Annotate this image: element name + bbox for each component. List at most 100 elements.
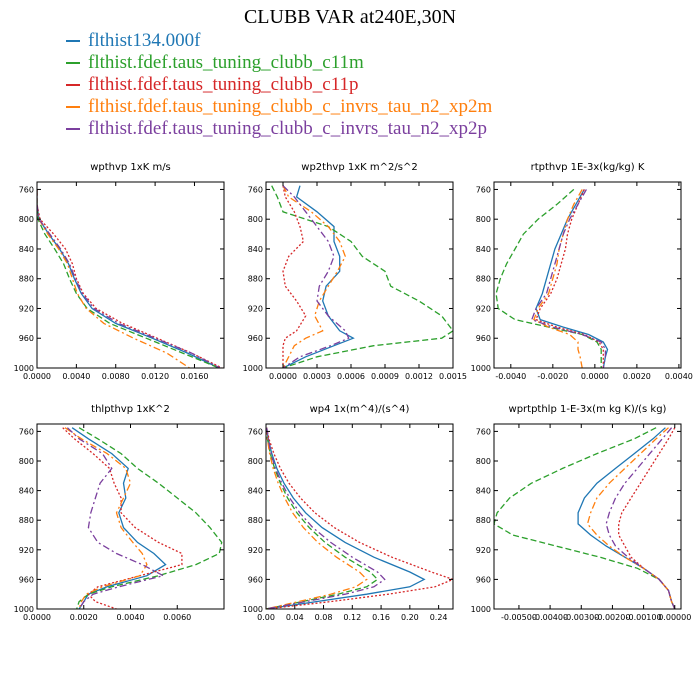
series-line — [266, 427, 426, 609]
series-line — [535, 189, 609, 368]
y-tick-label: 920 — [476, 546, 491, 555]
x-tick-label: 0.24 — [430, 613, 448, 622]
series-line — [76, 427, 223, 609]
figure-title: CLUBB VAR at240E,30N — [243, 6, 457, 28]
series-group — [266, 427, 453, 609]
x-tick-label: 0.0040 — [665, 372, 693, 381]
series-line — [37, 189, 190, 368]
y-tick-label: 880 — [248, 516, 263, 525]
y-tick-label: 960 — [19, 334, 34, 343]
panel-title: rtpthvp 1E-3x(kg/kg) K — [531, 162, 645, 173]
y-tick-label: 840 — [19, 245, 34, 254]
x-tick-label: 0.0160 — [180, 372, 208, 381]
series-line — [495, 188, 602, 368]
x-tick-label: 0.20 — [401, 613, 419, 622]
x-tick-label: 0.00 — [257, 613, 275, 622]
x-tick-label: 0.0020 — [623, 372, 651, 381]
x-tick-label: -0.0040 — [495, 372, 526, 381]
legend-item: flthist.fdef.taus_tuning_clubb_c_invrs_t… — [66, 118, 492, 140]
y-tick-label: 1000 — [243, 364, 263, 373]
chart-panel: wp4 1x(m^4)/(s^4) 0.00 0.04 0.08 0.12 0.16 0.2… — [243, 404, 454, 622]
x-tick-label: 0.0040 — [117, 613, 145, 622]
y-tick-label: 880 — [19, 516, 34, 525]
series-line — [618, 427, 676, 609]
legend-swatch — [66, 128, 80, 130]
panel-title: wprtpthlp 1-E-3x(m kg K)/(s kg) — [509, 404, 667, 415]
x-tick-label: 0.0006 — [337, 372, 365, 381]
y-tick-label: 1000 — [471, 364, 491, 373]
series-line — [37, 189, 220, 368]
chart-panel: thlpthvp 1xK^2 0.0000 0.0020 0.0040 0.0060 76… — [14, 404, 225, 622]
y-tick-label: 800 — [19, 215, 34, 224]
series-group — [494, 427, 676, 609]
series-line — [282, 185, 350, 368]
y-tick-label: 800 — [19, 457, 34, 466]
y-tick-label: 920 — [248, 546, 263, 555]
series-line — [266, 427, 368, 609]
x-tick-label: 0.12 — [343, 613, 361, 622]
series-line — [282, 185, 347, 368]
y-tick-label: 920 — [476, 304, 491, 313]
x-tick-label: -0.00100 — [626, 613, 662, 622]
y-tick-label: 960 — [248, 575, 263, 584]
y-tick-label: 760 — [476, 427, 491, 436]
legend: flthist134.000f flthist.fdef.taus_tuning… — [66, 30, 492, 140]
legend-swatch — [66, 106, 80, 108]
series-line — [71, 427, 167, 609]
y-tick-label: 760 — [248, 427, 263, 436]
chart-panel: rtpthvp 1E-3x(kg/kg) K -0.0040 -0.0020 0.00… — [471, 162, 693, 381]
x-tick-label: 0.0000 — [581, 372, 609, 381]
series-line — [586, 427, 676, 609]
series-line — [37, 189, 221, 368]
x-tick-label: -0.00300 — [563, 613, 599, 622]
y-tick-label: 840 — [476, 487, 491, 496]
x-tick-label: 0.08 — [315, 613, 333, 622]
x-tick-label: 0.0003 — [303, 372, 331, 381]
y-tick-label: 840 — [19, 487, 34, 496]
y-tick-label: 960 — [476, 575, 491, 584]
x-tick-label: 0.0000 — [269, 372, 297, 381]
series-line — [266, 427, 453, 609]
series-line — [64, 427, 148, 609]
plot-frame — [36, 423, 225, 610]
series-line — [66, 427, 166, 609]
x-tick-label: 0.00000 — [658, 613, 691, 622]
series-group — [37, 189, 223, 368]
y-tick-label: 1000 — [243, 605, 263, 614]
legend-label: flthist.fdef.taus_tuning_clubb_c11p — [88, 74, 359, 95]
series-line — [266, 427, 386, 609]
x-tick-label: 0.0020 — [70, 613, 98, 622]
x-tick-label: 0.0040 — [62, 372, 90, 381]
y-tick-label: 1000 — [471, 605, 491, 614]
y-tick-label: 760 — [19, 427, 34, 436]
series-line — [271, 185, 453, 368]
x-tick-label: -0.00400 — [532, 613, 568, 622]
y-tick-label: 800 — [476, 215, 491, 224]
y-tick-label: 880 — [476, 516, 491, 525]
y-tick-label: 800 — [476, 457, 491, 466]
series-line — [37, 189, 223, 368]
x-tick-label: 0.0015 — [439, 372, 467, 381]
y-tick-label: 880 — [248, 275, 263, 284]
y-tick-label: 760 — [248, 185, 263, 194]
y-tick-label: 840 — [248, 487, 263, 496]
x-tick-label: -0.0020 — [537, 372, 568, 381]
x-tick-label: -0.00200 — [594, 613, 630, 622]
x-tick-label: 0.04 — [286, 613, 304, 622]
panel-title: thlpthvp 1xK^2 — [91, 404, 170, 415]
y-tick-label: 800 — [248, 457, 263, 466]
series-line — [282, 185, 307, 368]
y-tick-label: 1000 — [14, 364, 34, 373]
series-line — [282, 185, 355, 368]
legend-label: flthist.fdef.taus_tuning_clubb_c_invrs_t… — [88, 96, 493, 117]
series-group — [495, 188, 609, 368]
legend-item: flthist.fdef.taus_tuning_clubb_c11m — [66, 52, 492, 74]
chart-panel: wprtpthlp 1-E-3x(m kg K)/(s kg)-0.00500-… — [471, 404, 692, 622]
legend-label: flthist134.000f — [88, 30, 201, 51]
chart-panel: wpthvp 1xK m/s 0.0000 0.0040 0.0080 0.0120 0.… — [14, 162, 225, 381]
plot-frame — [493, 181, 682, 369]
x-tick-label: 0.0009 — [371, 372, 399, 381]
legend-label: flthist.fdef.taus_tuning_clubb_c11m — [88, 52, 364, 73]
y-tick-label: 920 — [248, 304, 263, 313]
y-tick-label: 920 — [19, 304, 34, 313]
